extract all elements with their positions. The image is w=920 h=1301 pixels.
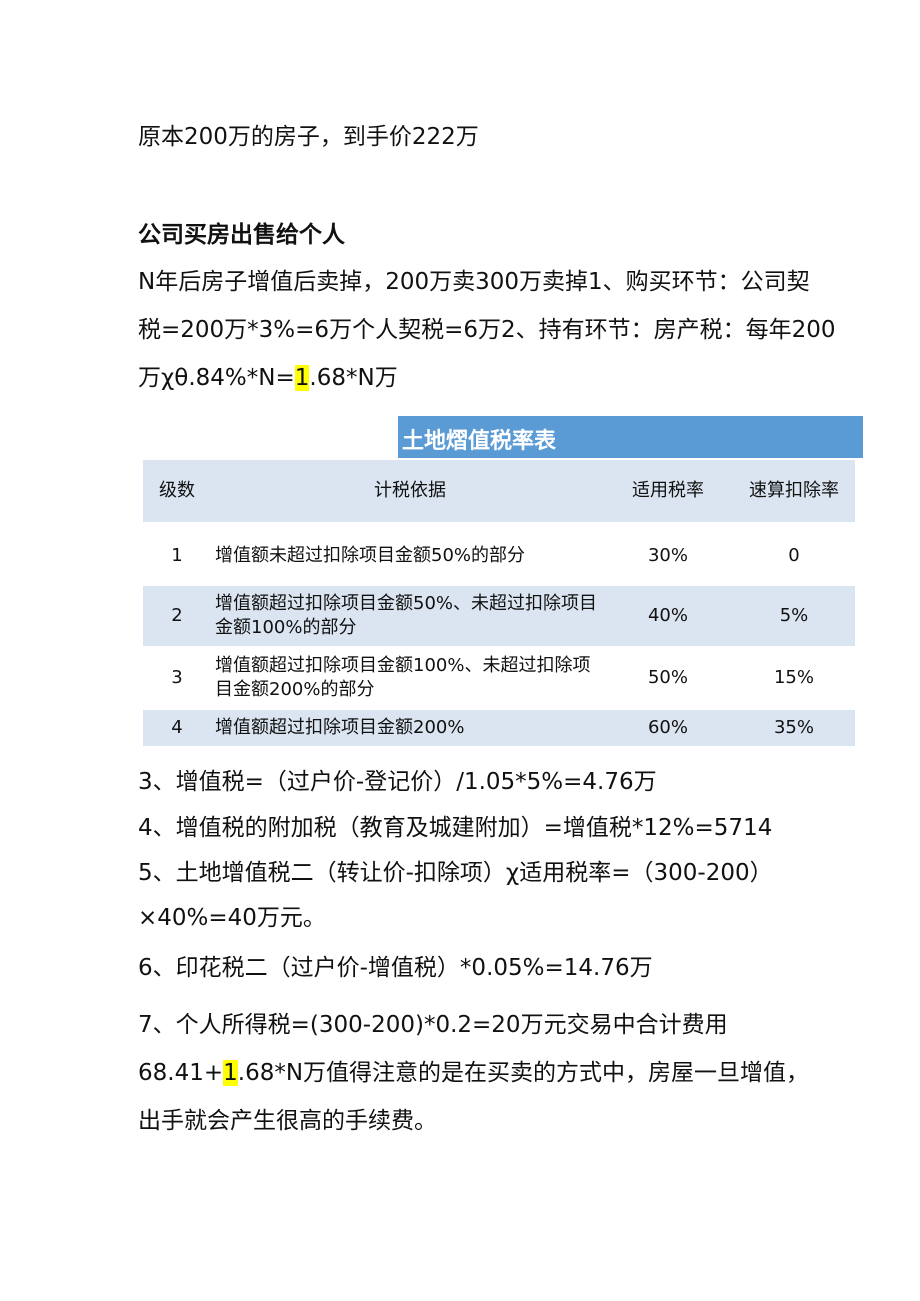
basis-cell: 增值额超过扣除项目金额50%、未超过扣除项目金额100%的部分 [215, 593, 598, 638]
level-cell: 4 [171, 717, 183, 738]
highlighted-text: 1 [223, 1060, 238, 1086]
intro-text: 原本200万的房子，到手价222万 [138, 124, 479, 150]
item-7: 7、个人所得税=(300-200)*0.2=20万元交易中合计费用 [138, 1012, 728, 1038]
section-heading: 公司买房出售给个人 [138, 222, 345, 248]
header-cell: 适用税率 [632, 480, 704, 501]
para-line-3: 万χθ.84%*N=1.68*N万 [138, 363, 398, 393]
rate-cell: 50% [647, 667, 688, 688]
header-cell: 级数 [159, 480, 195, 501]
deduction-cell: 15% [773, 667, 814, 688]
basis-cell: 增值额超过扣除项目金额200% [215, 717, 465, 738]
item-5: 5、土地增值税二（转让价-扣除项）χ适用税率=（300-200） [138, 860, 773, 886]
highlighted-text: 1 [294, 365, 310, 391]
rate-cell: 60% [647, 717, 688, 738]
para-line-2: 税=200万*3%=6万个人契税=6万2、持有环节：房产税：每年200 [138, 317, 836, 343]
table-title-banner: 土地熠值税率表 [398, 416, 863, 458]
text: 68.41+ [138, 1060, 224, 1086]
basis-cell: 增值额超过扣除项目金额100%、未超过扣除项目金额200%的部分 [215, 655, 591, 700]
level-cell: 2 [171, 605, 183, 626]
deduction-cell: 35% [773, 717, 814, 738]
item-7-cont: 68.41+1.68*N万值得注意的是在买卖的方式中，房屋一旦增值， [138, 1058, 809, 1088]
table-row: 2 增值额超过扣除项目金额50%、未超过扣除项目金额100%的部分 40% 5% [143, 586, 855, 646]
item-7-end: 出手就会产生很高的手续费。 [138, 1108, 437, 1134]
text: .68*N万 [309, 365, 398, 391]
basis-cell: 增值额未超过扣除项目金额50%的部分 [215, 545, 526, 566]
table-row: 1 增值额未超过扣除项目金额50%的部分 30% 0 [143, 528, 855, 584]
table-row: 3 增值额超过扣除项目金额100%、未超过扣除项目金额200%的部分 50% 1… [143, 648, 855, 708]
header-cell: 计税依据 [374, 480, 446, 501]
level-cell: 1 [171, 545, 183, 566]
text: 万χθ.84%*N= [138, 365, 295, 391]
item-4: 4、增值税的附加税（教育及城建附加）=增值税*12%=5714 [138, 815, 773, 841]
rate-cell: 30% [647, 545, 688, 566]
deduction-cell: 5% [779, 605, 809, 626]
rate-cell: 40% [647, 605, 688, 626]
table-row: 4 增值额超过扣除项目金额200% 60% 35% [143, 710, 855, 746]
para-line-1: N年后房子增值后卖掉，200万卖300万卖掉1、购买环节：公司契 [138, 269, 810, 295]
header-cell: 速算扣除率 [749, 480, 839, 501]
text: .68*N万值得注意的是在买卖的方式中，房屋一旦增值， [237, 1060, 810, 1086]
item-3: 3、增值税=（过户价-登记价）/1.05*5%=4.76万 [138, 769, 657, 795]
table-header-row: 级数 计税依据 适用税率 速算扣除率 [143, 460, 855, 522]
table-title: 土地熠值税率表 [402, 429, 557, 454]
item-5-cont: ×40%=40万元。 [138, 905, 326, 931]
deduction-cell: 0 [788, 545, 800, 566]
level-cell: 3 [171, 667, 183, 688]
item-6: 6、印花税二（过户价-增值税）*0.05%=14.76万 [138, 955, 653, 981]
